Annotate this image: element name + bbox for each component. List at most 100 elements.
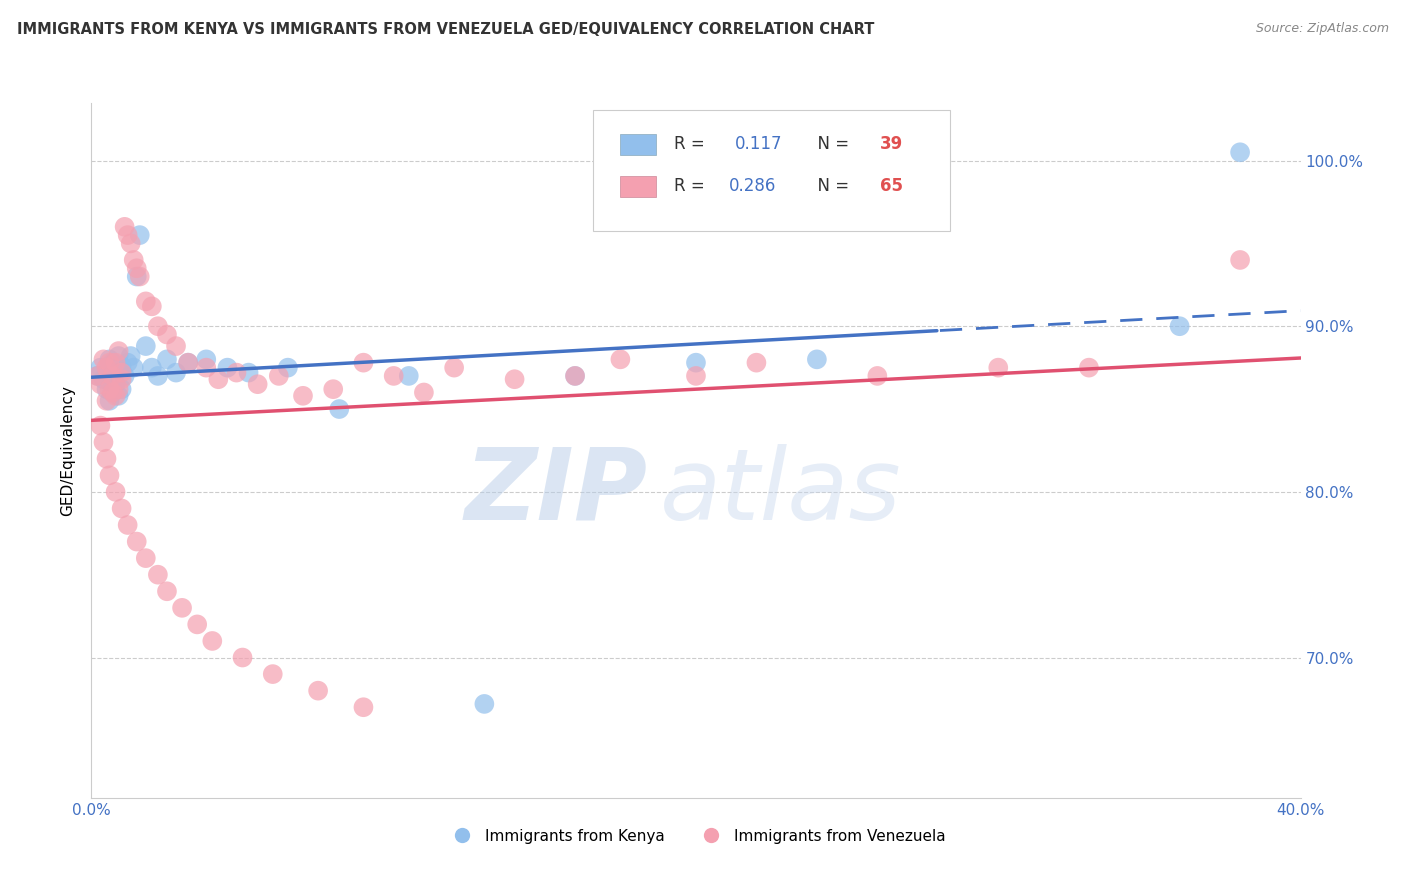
Point (217, 360, 239, 375)
Point (165, 339, 187, 353)
Point (93, 352, 115, 367)
Point (111, 501, 132, 516)
Point (93, 372, 115, 386)
Text: 65: 65 (880, 178, 903, 195)
Point (987, 360, 1010, 375)
Point (96, 451, 118, 466)
Point (413, 385, 436, 400)
Point (107, 389, 129, 403)
Point (503, 372, 526, 386)
Point (101, 385, 124, 400)
Point (195, 352, 218, 367)
Point (128, 269, 150, 284)
Point (125, 269, 148, 284)
Point (382, 368, 405, 383)
Point (107, 382, 129, 396)
Point (135, 339, 157, 353)
Point (117, 518, 139, 533)
Point (98, 468, 121, 483)
Legend: Immigrants from Kenya, Immigrants from Venezuela: Immigrants from Kenya, Immigrants from V… (440, 822, 952, 850)
Text: R =: R = (675, 136, 716, 153)
Point (328, 402, 350, 417)
Point (104, 389, 127, 403)
Point (685, 356, 707, 370)
Text: 0.286: 0.286 (728, 178, 776, 195)
Point (117, 356, 139, 370)
Text: N =: N = (807, 136, 855, 153)
Point (107, 344, 129, 359)
Text: IMMIGRANTS FROM KENYA VS IMMIGRANTS FROM VENEZUELA GED/EQUIVALENCY CORRELATION C: IMMIGRANTS FROM KENYA VS IMMIGRANTS FROM… (17, 22, 875, 37)
Point (111, 382, 132, 396)
FancyBboxPatch shape (620, 176, 657, 196)
Point (231, 650, 253, 665)
FancyBboxPatch shape (620, 134, 657, 155)
Point (122, 252, 145, 267)
Y-axis label: GED/Equivalency: GED/Equivalency (60, 385, 76, 516)
Point (86, 368, 108, 383)
Point (122, 360, 145, 375)
Point (114, 368, 136, 383)
Point (172, 600, 194, 615)
Point (472, 697, 495, 711)
Point (98, 352, 121, 367)
Point (135, 294, 157, 309)
Point (262, 667, 284, 681)
Point (98, 393, 121, 408)
Point (93, 435, 115, 450)
Point (564, 368, 586, 383)
Point (125, 261, 148, 276)
Point (225, 366, 247, 380)
Point (128, 228, 150, 243)
Point (120, 236, 142, 251)
Point (111, 372, 132, 386)
Text: Source: ZipAtlas.com: Source: ZipAtlas.com (1256, 22, 1389, 36)
Point (98, 356, 121, 370)
Point (141, 360, 163, 375)
Point (98, 382, 121, 396)
Point (292, 389, 315, 403)
Point (156, 352, 179, 367)
Point (443, 360, 465, 375)
Point (107, 349, 129, 363)
Point (352, 700, 374, 714)
Point (1229, 252, 1251, 267)
Point (685, 368, 707, 383)
Point (201, 634, 224, 648)
Point (156, 584, 179, 599)
Point (96, 393, 118, 408)
Point (398, 368, 420, 383)
Point (745, 356, 768, 370)
Point (1168, 319, 1191, 334)
Point (1229, 145, 1251, 160)
Point (111, 359, 132, 373)
Point (806, 352, 828, 367)
Point (267, 368, 290, 383)
Point (96, 382, 118, 396)
Point (114, 219, 136, 234)
Text: N =: N = (807, 178, 855, 195)
Point (177, 356, 200, 370)
Point (238, 366, 260, 380)
Point (141, 299, 163, 313)
Point (125, 534, 148, 549)
Point (146, 567, 169, 582)
Point (101, 368, 124, 383)
Text: 39: 39 (880, 136, 903, 153)
Text: R =: R = (675, 178, 710, 195)
Point (89, 377, 111, 392)
Point (104, 377, 127, 392)
Point (1077, 360, 1099, 375)
Point (277, 360, 299, 375)
Point (186, 617, 208, 632)
Point (146, 368, 169, 383)
Point (307, 683, 329, 698)
Text: ZIP: ZIP (464, 443, 648, 541)
Text: atlas: atlas (659, 443, 901, 541)
Point (104, 360, 127, 375)
Point (101, 356, 124, 370)
Point (89, 418, 111, 433)
Point (96, 360, 118, 375)
FancyBboxPatch shape (593, 110, 950, 231)
Point (195, 360, 218, 375)
Point (246, 377, 269, 392)
